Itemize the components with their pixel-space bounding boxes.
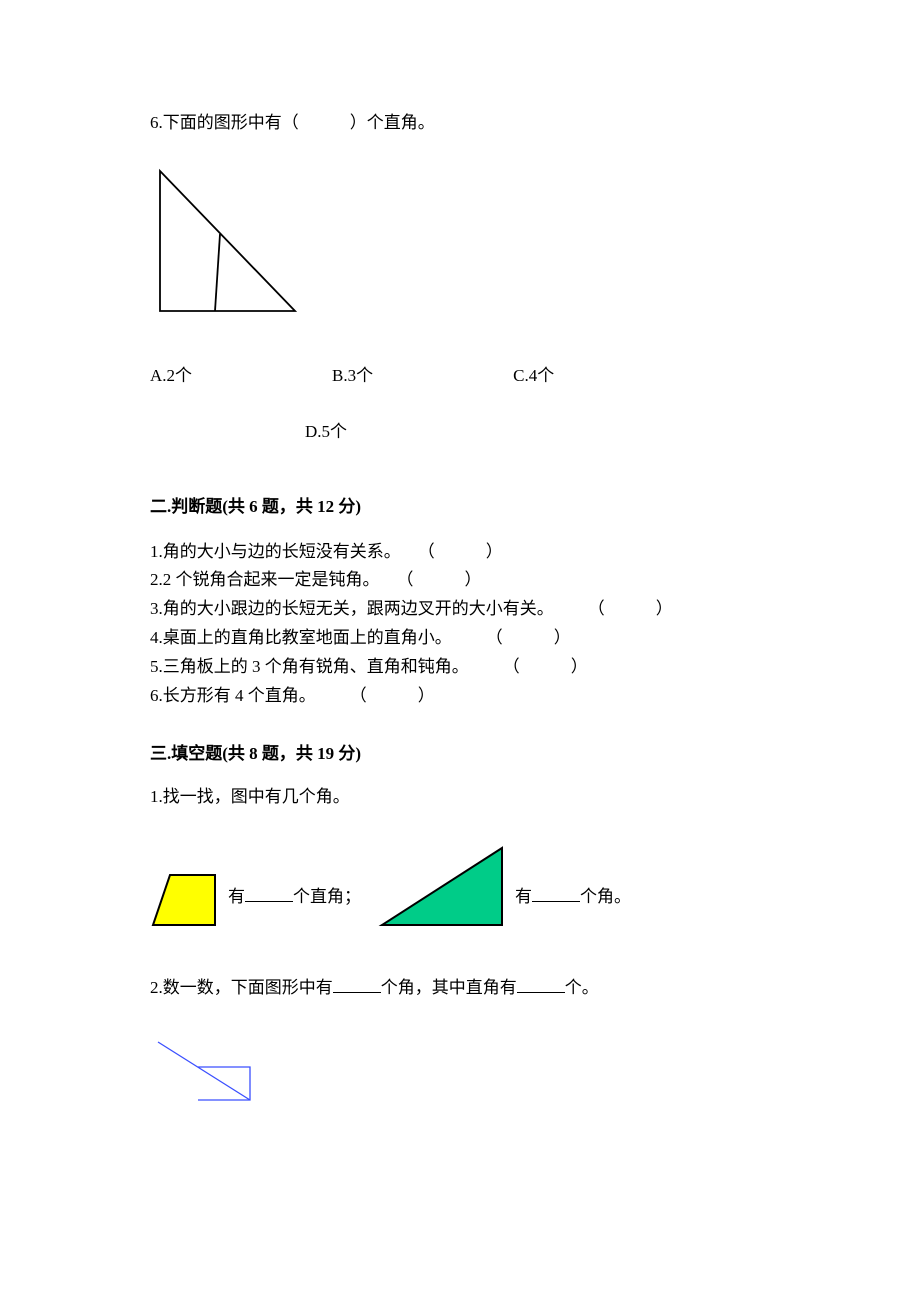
question6-figure xyxy=(150,166,790,324)
section3-title: 三.填空题(共 8 题，共 19 分) xyxy=(150,741,790,767)
judge-item-4: 4.桌面上的直角比教室地面上的直角小。 （ ） xyxy=(150,624,790,653)
judge-item-2: 2.2 个锐角合起来一定是钝角。 （ ） xyxy=(150,566,790,595)
fill-question1-text: 1.找一找，图中有几个角。 xyxy=(150,784,790,810)
option-a: A.2个 xyxy=(150,363,192,389)
question6-options-row2: D.5个 xyxy=(305,419,790,445)
fill-question2-figure xyxy=(150,1030,790,1118)
blank-4 xyxy=(517,977,565,993)
triangle-figure xyxy=(150,166,300,316)
fig2-label-pre: 有 xyxy=(515,887,532,906)
fig1-label: 有 个直角； xyxy=(228,884,361,930)
right-triangle-figure xyxy=(377,840,507,930)
question6-text: 6.下面的图形中有（ ）个直角。 xyxy=(150,110,790,136)
judge-item-5: 5.三角板上的 3 个角有锐角、直角和钝角。 （ ） xyxy=(150,653,790,682)
section2-title: 二.判断题(共 6 题，共 12 分) xyxy=(150,494,790,520)
trapezoid-figure xyxy=(150,860,220,930)
fig1-label-post: 个直角； xyxy=(293,887,361,906)
option-c: C.4个 xyxy=(513,363,554,389)
blank-3 xyxy=(333,977,381,993)
q2-pre: 2.数一数，下面图形中有 xyxy=(150,978,333,997)
fill-question1-figures: 有 个直角； 有 个角。 xyxy=(150,840,790,930)
fig2-label: 有 个角。 xyxy=(515,884,631,930)
fill-question2-text: 2.数一数，下面图形中有 个角，其中直角有 个。 xyxy=(150,975,790,1001)
judge-item-1: 1.角的大小与边的长短没有关系。 （ ） xyxy=(150,538,790,567)
q2-mid: 个角，其中直角有 xyxy=(381,978,517,997)
judge-item-6: 6.长方形有 4 个直角。 （ ） xyxy=(150,682,790,711)
option-d: D.5个 xyxy=(305,422,347,441)
blank-2 xyxy=(532,886,580,902)
blank-1 xyxy=(245,886,293,902)
option-b: B.3个 xyxy=(332,363,373,389)
fig2-label-post: 个角。 xyxy=(580,887,631,906)
fig1-label-pre: 有 xyxy=(228,887,245,906)
q2-post: 个。 xyxy=(565,978,599,997)
question6-options-row1: A.2个 B.3个 C.4个 xyxy=(150,363,790,389)
blue-angle-figure xyxy=(150,1030,270,1110)
judge-list: 1.角的大小与边的长短没有关系。 （ ） 2.2 个锐角合起来一定是钝角。 （ … xyxy=(150,538,790,711)
judge-item-3: 3.角的大小跟边的长短无关，跟两边叉开的大小有关。 （ ） xyxy=(150,595,790,624)
